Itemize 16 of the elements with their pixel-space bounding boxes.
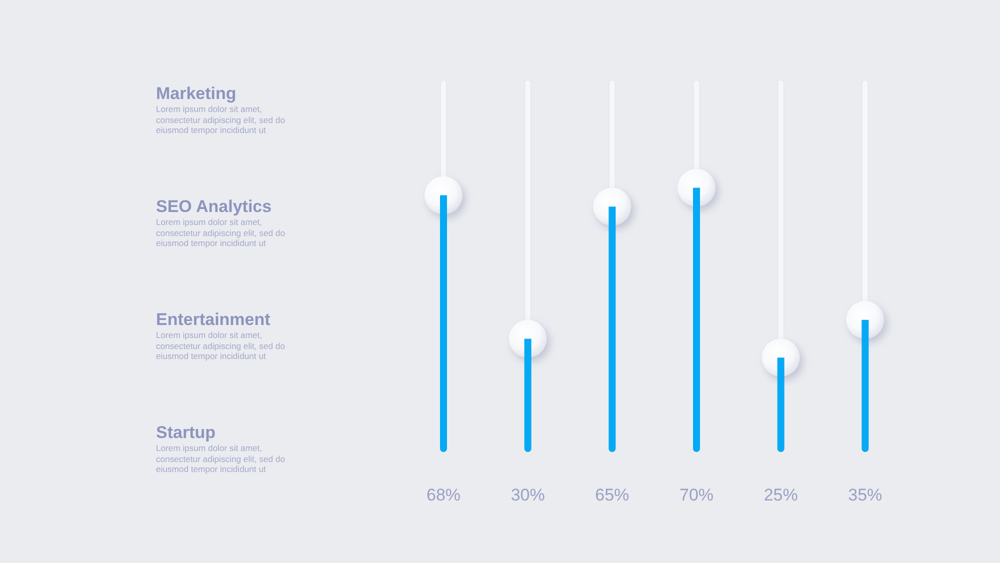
bar [524,338,532,452]
data-label: 65% [595,486,630,504]
text: Lorem ipsum dolor sit amet, consectetur adipiscing elit, sed do eiusmod tempor incididunt ut [156,443,286,474]
text: Lorem ipsum dolor sit amet, consectetur adipiscing elit, sed do eiusmod tempor incididunt ut [156,217,286,248]
text: Marketing [156,84,236,104]
text: Startup [156,423,216,443]
data-label: 70% [679,486,714,504]
text: Entertainment [156,310,270,330]
data-label: 35% [848,486,882,504]
data-label: 25% [764,486,798,504]
text: Lorem ipsum dolor sit amet, consectetur adipiscing elit, sed do eiusmod tempor incididunt ut [156,330,286,362]
data-label: 30% [510,486,545,504]
bar [777,358,784,452]
text: Lorem ipsum dolor sit amet, consectetur adipiscing elit, sed do eiusmod tempor incididunt ut [156,104,286,136]
data-label: 68% [426,486,461,504]
text: SEO Analytics [156,197,272,217]
